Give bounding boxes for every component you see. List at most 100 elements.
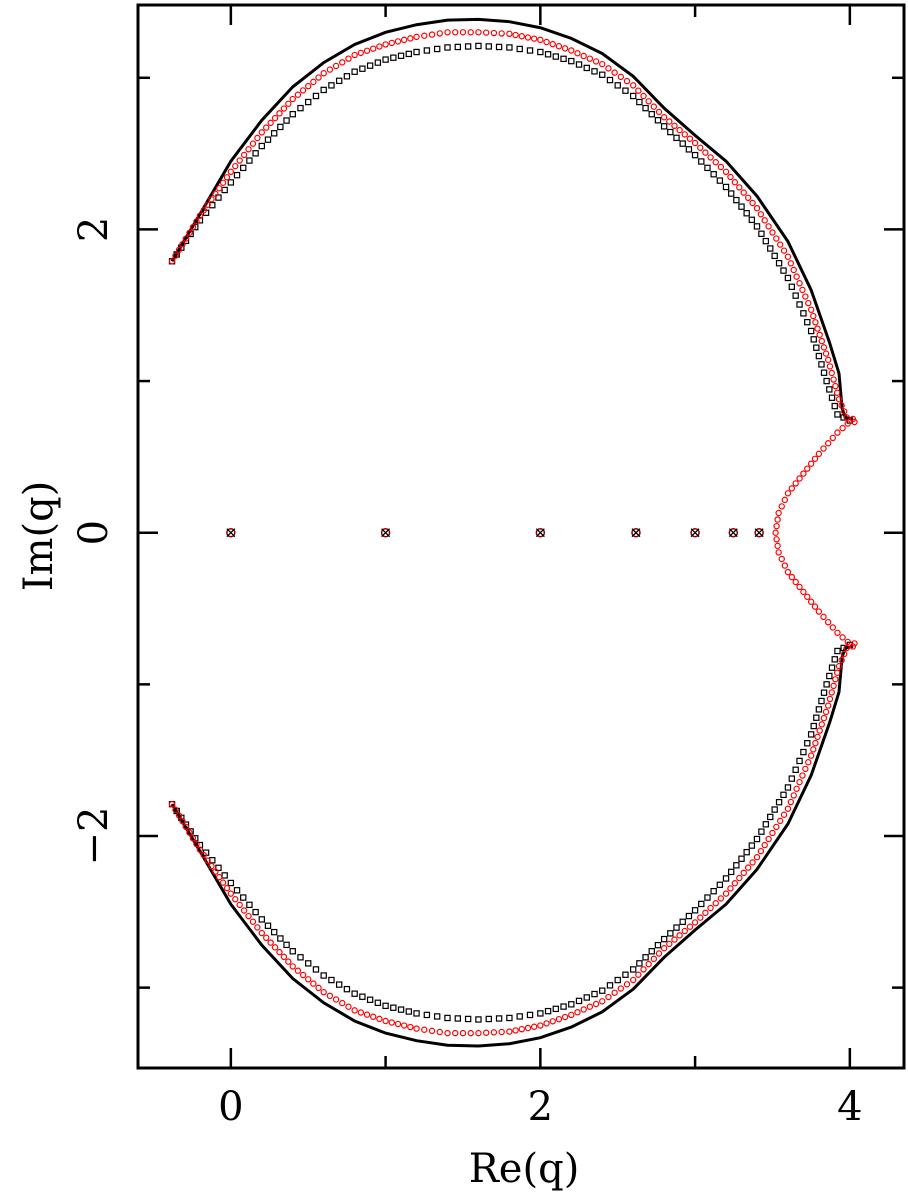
circle-marker <box>824 618 832 626</box>
square-marker <box>233 171 241 179</box>
square-marker <box>654 117 662 124</box>
square-marker <box>382 1002 389 1010</box>
circle-marker <box>810 312 817 320</box>
circle-marker <box>788 573 796 581</box>
circle-marker <box>774 542 781 550</box>
circle-marker <box>421 1026 428 1033</box>
circle-marker <box>810 746 817 753</box>
circle-marker <box>189 835 197 842</box>
circle-marker <box>407 1023 414 1031</box>
circle-marker <box>822 708 830 716</box>
circle-marker <box>172 806 179 814</box>
circle-marker <box>285 958 292 965</box>
circle-marker <box>186 229 193 237</box>
square-marker <box>305 960 312 967</box>
circle-marker <box>263 124 270 131</box>
square-marker <box>654 941 662 949</box>
square-marker <box>485 1015 492 1023</box>
square-marker <box>815 706 823 713</box>
circle-marker <box>467 29 474 36</box>
square-marker <box>758 828 765 835</box>
circle-marker <box>804 465 811 472</box>
circle-marker <box>844 638 851 646</box>
square-marker <box>495 43 503 51</box>
circle-marker <box>811 455 819 462</box>
square-marker <box>335 77 343 85</box>
square-marker <box>320 972 327 979</box>
circle-marker <box>193 218 200 225</box>
square-marker <box>648 110 655 118</box>
circle-marker <box>707 904 714 912</box>
square-marker <box>351 68 358 75</box>
square-marker <box>366 62 374 69</box>
square-marker <box>792 292 799 299</box>
circle-marker <box>200 851 207 859</box>
x-axis-label: Re(q) <box>469 1146 580 1192</box>
circle-marker <box>555 1015 563 1023</box>
circle-marker <box>780 247 788 254</box>
circle-marker <box>671 936 678 943</box>
circle-marker <box>849 415 857 423</box>
square-marker <box>583 994 590 1001</box>
circle-marker <box>722 168 730 176</box>
circle-marker <box>400 1022 408 1029</box>
curve-upper <box>170 17 854 421</box>
circle-marker <box>240 907 248 914</box>
square-marker <box>312 966 320 973</box>
circle-marker <box>691 919 699 926</box>
circle-marker <box>196 212 204 219</box>
square-marker <box>606 76 614 84</box>
circle-marker <box>793 273 800 280</box>
circle-marker <box>736 184 743 191</box>
circle-marker <box>267 939 274 946</box>
y-tick-label: −2 <box>71 807 117 866</box>
circle-marker <box>707 154 714 161</box>
square-marker <box>727 190 735 197</box>
circle-marker <box>189 223 197 231</box>
square-marker <box>820 369 828 376</box>
circle-marker <box>294 91 302 98</box>
real-zero-marker <box>754 527 764 538</box>
circle-marker <box>753 204 761 212</box>
real-zero-marker <box>631 527 641 538</box>
circle-marker <box>805 299 812 307</box>
square-marker <box>775 260 783 267</box>
square-marker <box>196 217 204 224</box>
circle-marker <box>549 1018 556 1025</box>
circle-marker <box>822 350 830 357</box>
square-marker <box>743 210 750 217</box>
circle-marker <box>834 629 841 636</box>
circle-marker <box>245 912 252 920</box>
circle-marker <box>790 266 797 274</box>
circle-marker <box>740 189 747 196</box>
circle-marker <box>731 880 739 887</box>
circle-marker <box>376 43 383 50</box>
circle-marker <box>727 173 734 181</box>
square-marker <box>264 922 272 929</box>
circle-marker <box>834 389 841 396</box>
square-marker <box>710 887 717 895</box>
circle-marker <box>787 798 795 806</box>
circle-marker <box>315 984 322 992</box>
circle-marker <box>204 857 211 864</box>
square-marker <box>828 394 836 401</box>
circle-marker <box>849 643 857 650</box>
circle-marker <box>524 34 532 41</box>
curve-lower <box>170 644 854 1048</box>
square-marker <box>788 775 796 782</box>
square-marker <box>343 985 351 993</box>
square-marker <box>642 104 649 112</box>
square-marker <box>748 842 756 849</box>
real-zero-marker <box>690 527 700 538</box>
circle-marker <box>800 470 807 477</box>
circle-marker <box>815 450 823 458</box>
circle-marker <box>799 286 806 294</box>
circle-marker <box>681 927 688 935</box>
circle-marker <box>537 1022 544 1029</box>
circle-marker <box>655 950 663 957</box>
circle-marker <box>561 45 569 52</box>
square-marker <box>762 237 770 245</box>
circle-marker <box>249 140 257 147</box>
circle-marker <box>744 864 752 871</box>
square-marker <box>614 976 621 984</box>
